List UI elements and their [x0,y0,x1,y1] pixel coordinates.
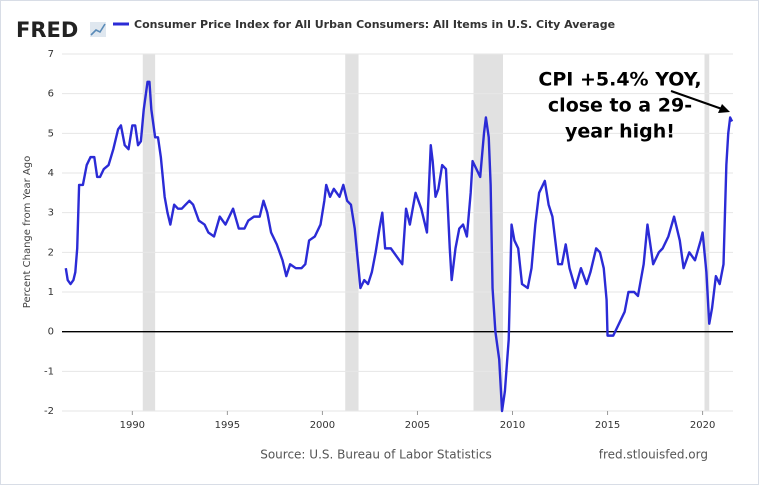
x-tick-label: 2010 [500,420,525,431]
logo: FRED [16,18,78,42]
x-tick-label: 1995 [215,420,240,431]
plot: -2 -1 0 1 2 3 4 5 6 7 1990 1995 2000 2005 2010 2015 2020 [44,49,734,431]
y-axis-label: Percent Change from Year Ago [22,156,33,308]
annotation-arrow [670,90,730,113]
site: fred.stlouisfed.org [599,448,708,462]
x-tick-label: 2015 [595,420,620,431]
annotation: year high! [565,121,675,143]
source: Source: U.S. Bureau of Labor Statistics [260,448,492,462]
y-tick-label: 2 [48,247,54,258]
recession-band [142,54,156,411]
x-tick-label: 2000 [310,420,335,431]
x-tick-label: 2020 [690,420,715,431]
x-tick-label: 1990 [120,420,145,431]
recession-band [704,54,710,411]
annotation: CPI +5.4% YOY, [538,69,701,91]
annotation: close to a 29- [548,95,692,117]
cpi-line [64,80,734,413]
y-tick-label: -2 [44,406,54,417]
y-tick-label: -1 [44,366,54,377]
legend-label: Consumer Price Index for All Urban Consu… [134,18,615,31]
y-tick-label: 7 [48,49,54,60]
y-tick-label: 4 [48,168,54,179]
y-tick-label: 1 [48,287,54,298]
y-tick-label: 0 [48,327,54,338]
y-tick-label: 3 [48,208,54,219]
y-tick-label: 6 [48,89,54,100]
x-tick-label: 2005 [405,420,430,431]
y-tick-label: 5 [48,128,54,139]
recession-band [345,54,359,411]
logo-icon [90,22,106,37]
